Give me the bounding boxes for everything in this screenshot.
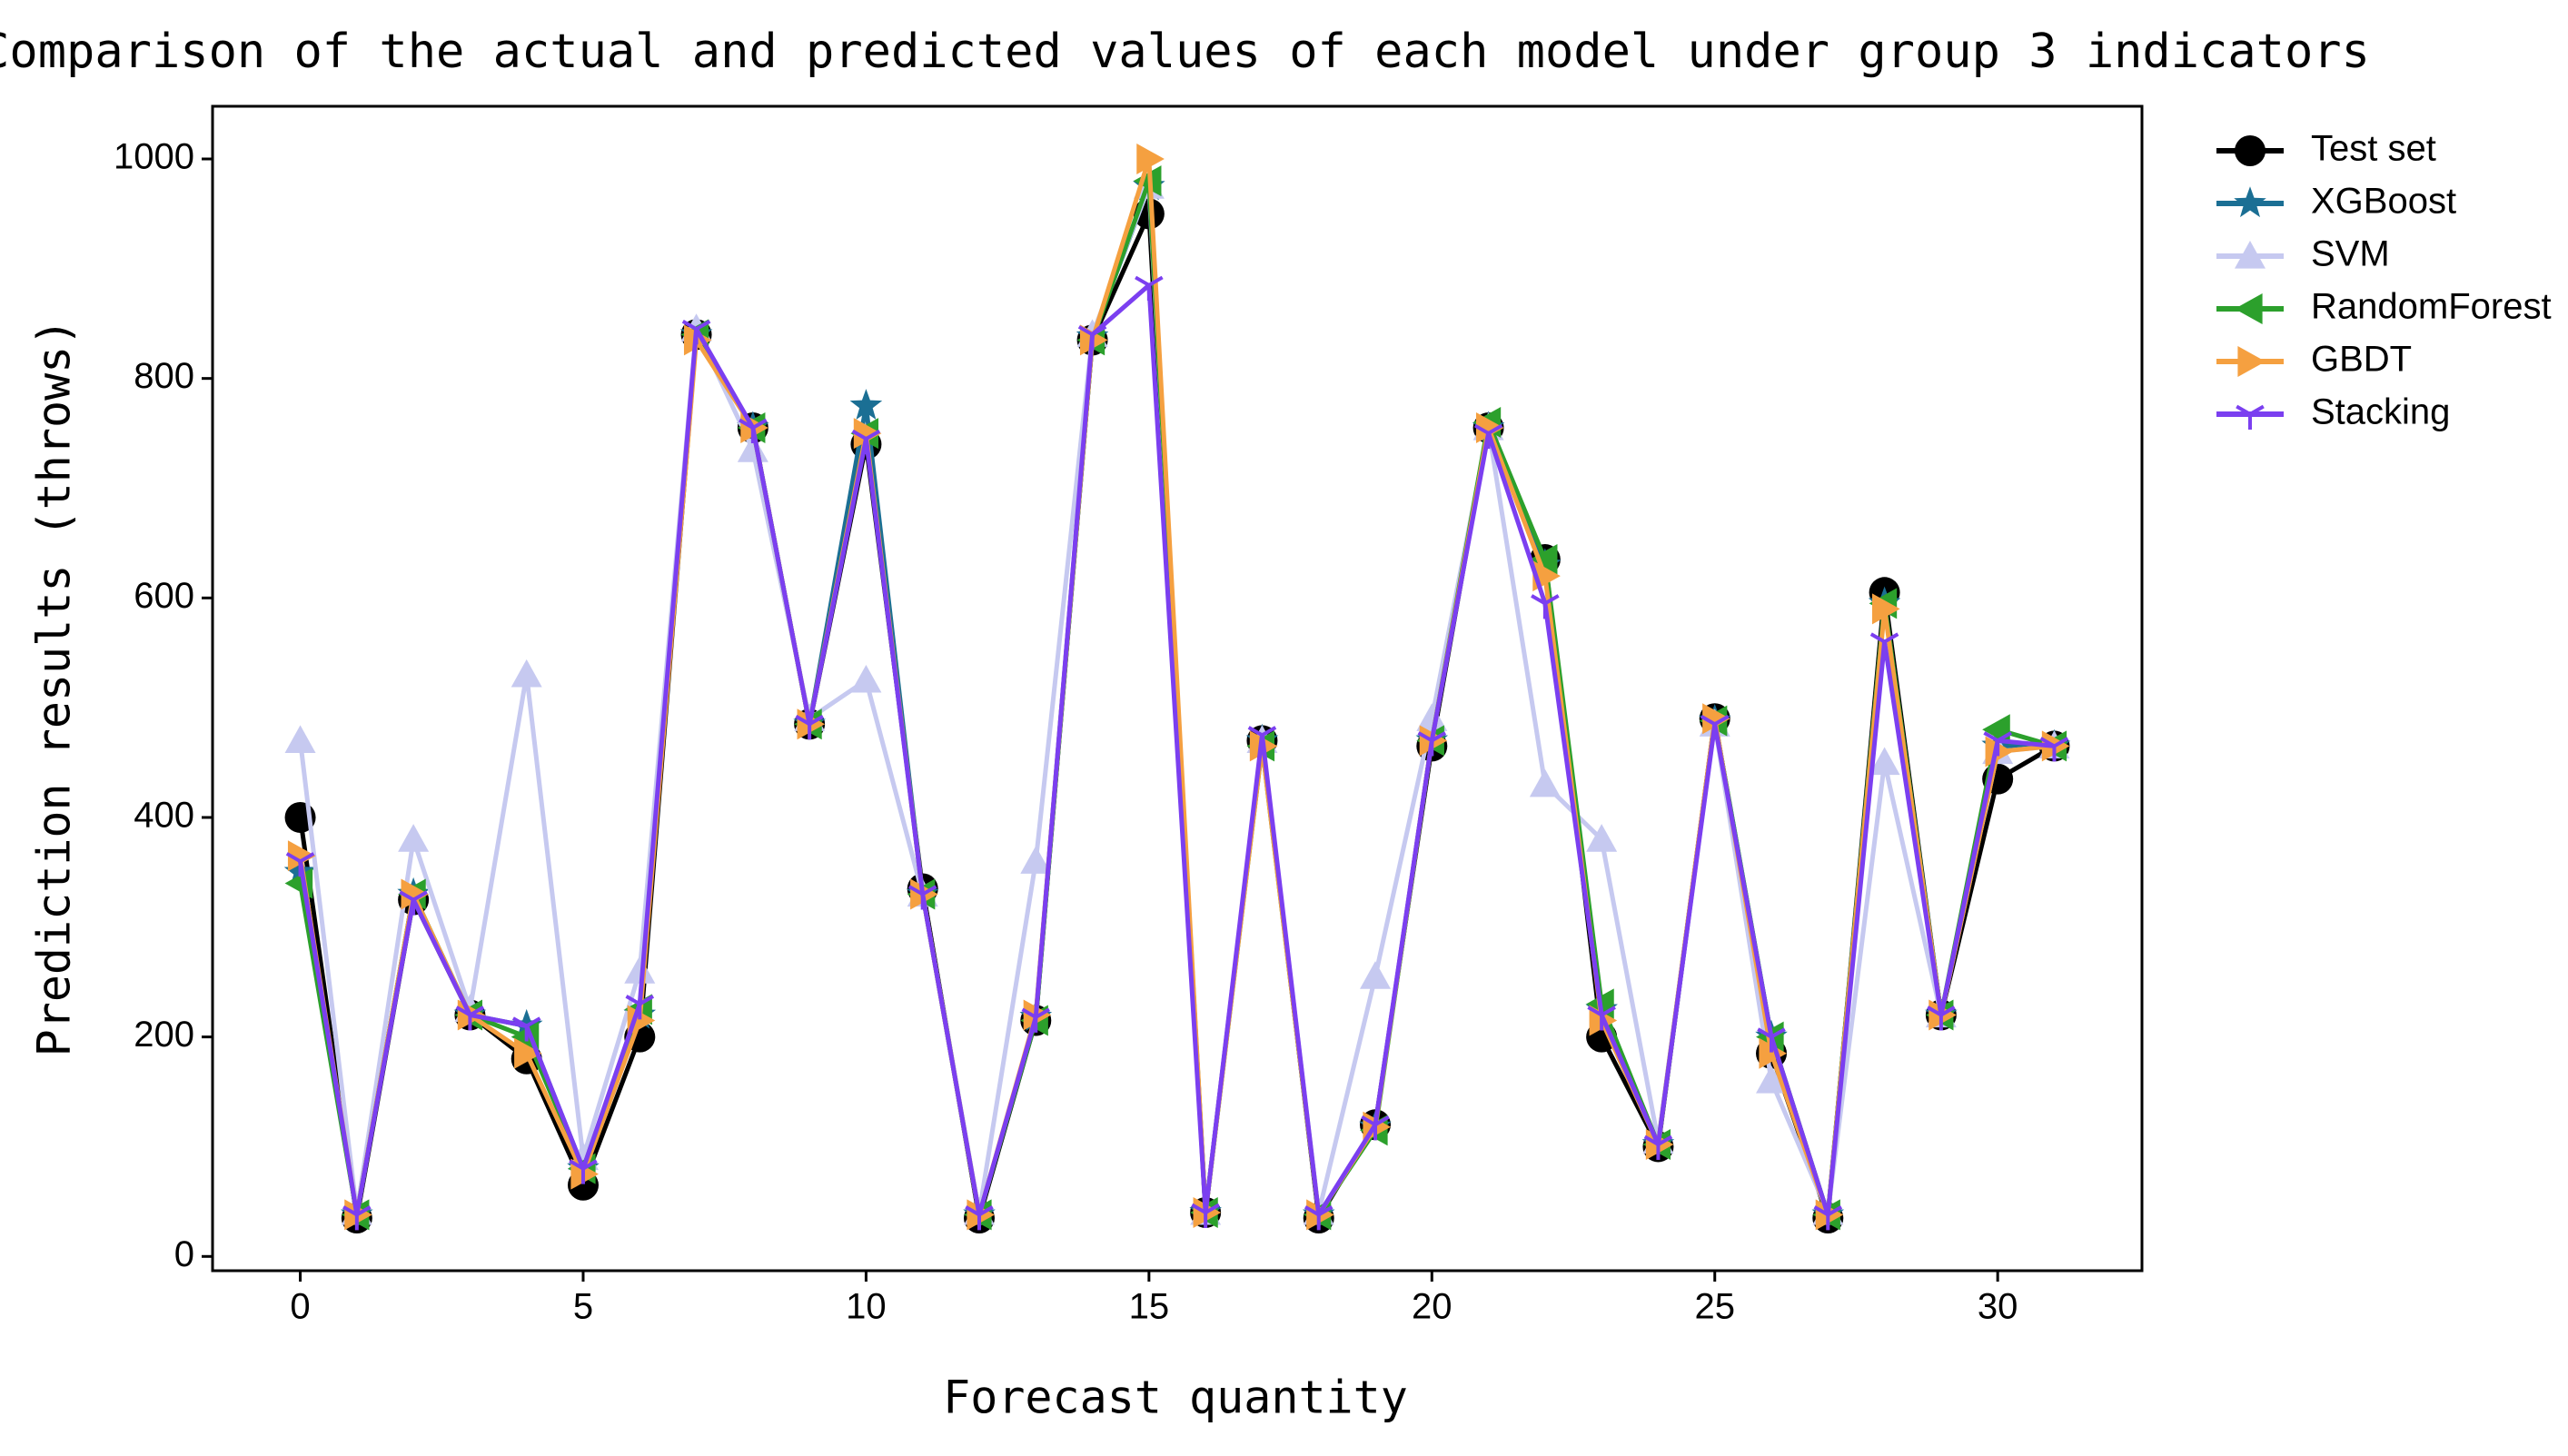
marker bbox=[1136, 143, 1165, 174]
legend-label: XGBoost bbox=[2311, 182, 2456, 222]
x-tick-label: 20 bbox=[1412, 1287, 1453, 1327]
marker bbox=[285, 852, 315, 877]
y-tick-label: 400 bbox=[134, 796, 194, 836]
marker bbox=[624, 956, 656, 984]
marker bbox=[1473, 423, 1503, 450]
x-tick-label: 0 bbox=[290, 1287, 310, 1327]
marker bbox=[1133, 165, 1162, 197]
marker bbox=[1869, 747, 1900, 776]
marker bbox=[569, 1159, 598, 1184]
marker bbox=[2039, 737, 2069, 762]
marker bbox=[514, 1037, 542, 1069]
marker bbox=[1531, 594, 1560, 619]
marker bbox=[1529, 544, 1558, 576]
marker bbox=[625, 995, 655, 1020]
marker bbox=[284, 725, 316, 753]
marker bbox=[511, 659, 542, 688]
marker bbox=[1702, 703, 1730, 735]
legend-label: GBDT bbox=[2311, 340, 2412, 380]
marker bbox=[851, 429, 881, 455]
marker bbox=[455, 1005, 485, 1031]
legend-marker bbox=[2234, 186, 2266, 218]
marker bbox=[1927, 1005, 1956, 1031]
marker bbox=[342, 1205, 372, 1231]
x-axis-label: Forecast quantity bbox=[943, 1372, 1408, 1424]
marker bbox=[853, 418, 882, 450]
marker bbox=[1247, 726, 1277, 751]
marker bbox=[1416, 703, 1448, 731]
marker bbox=[1360, 961, 1392, 989]
x-tick-label: 10 bbox=[846, 1287, 887, 1327]
y-axis-label: Prediction results (throws) bbox=[28, 319, 81, 1057]
marker bbox=[399, 890, 428, 916]
marker bbox=[401, 878, 430, 910]
y-tick-label: 0 bbox=[174, 1234, 194, 1274]
marker bbox=[795, 715, 824, 740]
legend-label: RandomForest bbox=[2311, 287, 2552, 327]
chart-title: Comparison of the actual and predicted v… bbox=[0, 25, 2370, 79]
marker bbox=[1077, 325, 1107, 351]
legend-label: Stacking bbox=[2311, 392, 2450, 432]
marker bbox=[1869, 632, 1899, 658]
marker bbox=[398, 824, 430, 852]
marker bbox=[1756, 1065, 1788, 1094]
marker bbox=[1361, 1115, 1390, 1141]
series-line bbox=[298, 156, 2055, 1217]
x-tick-label: 30 bbox=[1978, 1287, 2018, 1327]
legend-marker bbox=[2236, 404, 2265, 430]
legend-label: SVM bbox=[2311, 234, 2390, 274]
marker bbox=[1020, 846, 1052, 874]
plot-frame bbox=[211, 104, 2144, 1273]
y-tick-label: 600 bbox=[134, 576, 194, 616]
marker bbox=[849, 389, 883, 420]
legend-marker bbox=[2235, 135, 2266, 166]
y-tick-label: 200 bbox=[134, 1015, 194, 1055]
x-tick-label: 15 bbox=[1129, 1287, 1170, 1327]
x-tick-label: 25 bbox=[1694, 1287, 1735, 1327]
marker bbox=[965, 1205, 994, 1231]
marker bbox=[1021, 1007, 1051, 1033]
marker bbox=[1475, 412, 1504, 444]
legend-marker bbox=[2237, 346, 2266, 377]
legend-label: Test set bbox=[2311, 129, 2436, 169]
marker bbox=[1304, 1205, 1334, 1231]
marker bbox=[287, 840, 316, 872]
legend-marker bbox=[2235, 241, 2266, 269]
marker bbox=[681, 320, 711, 345]
marker bbox=[1417, 731, 1447, 757]
marker bbox=[1813, 1205, 1843, 1231]
marker bbox=[1191, 1203, 1220, 1228]
marker bbox=[1983, 731, 2012, 757]
marker bbox=[1135, 275, 1164, 301]
series-line bbox=[298, 282, 2055, 1217]
y-tick-label: 800 bbox=[134, 356, 194, 396]
marker bbox=[511, 1016, 541, 1042]
marker bbox=[739, 418, 768, 444]
marker bbox=[1871, 593, 1900, 625]
marker bbox=[1643, 1134, 1673, 1161]
marker bbox=[1757, 1027, 1786, 1053]
marker bbox=[850, 664, 882, 693]
marker bbox=[1700, 715, 1730, 740]
marker bbox=[737, 434, 768, 462]
x-tick-label: 5 bbox=[573, 1287, 593, 1327]
marker bbox=[1586, 824, 1618, 852]
y-tick-label: 1000 bbox=[114, 137, 194, 177]
marker bbox=[907, 885, 937, 910]
marker bbox=[1759, 1037, 1788, 1069]
marker bbox=[1529, 768, 1561, 797]
marker bbox=[1587, 1005, 1616, 1031]
legend-marker bbox=[2235, 293, 2263, 324]
